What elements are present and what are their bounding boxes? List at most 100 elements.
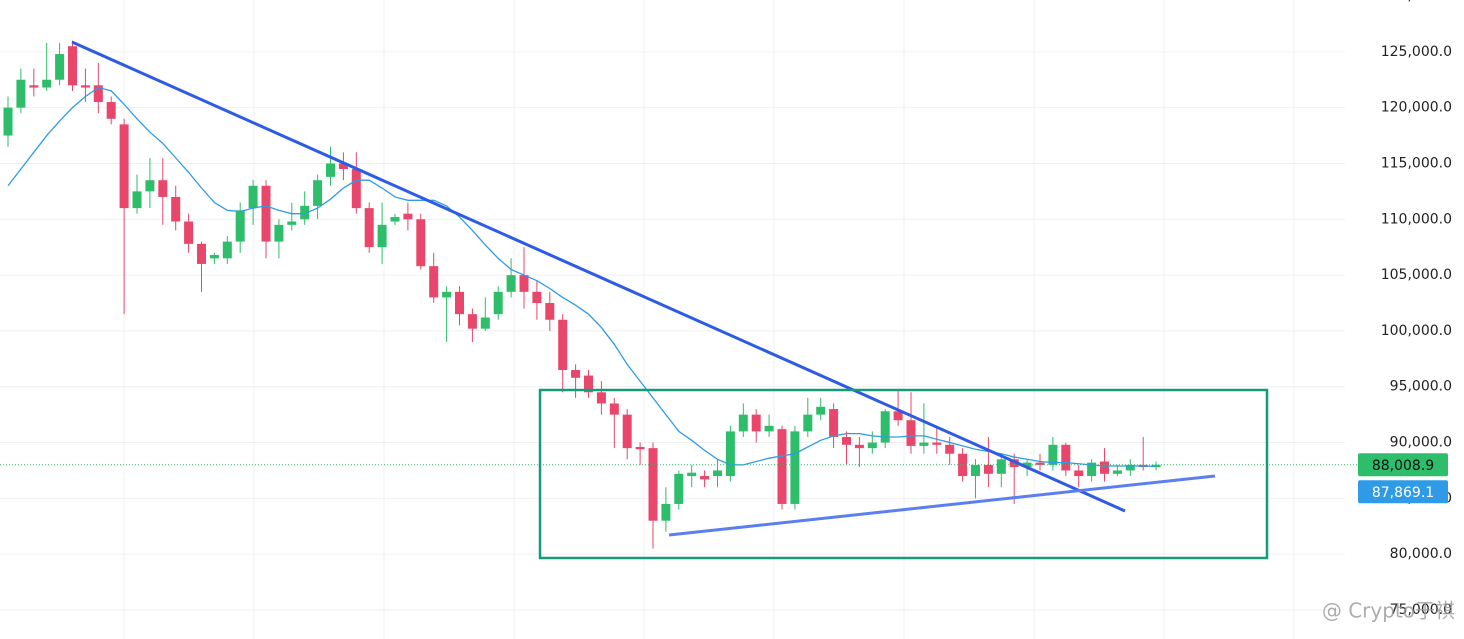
candle-body — [842, 436, 851, 445]
candle-body — [222, 241, 232, 259]
candle-body — [248, 185, 258, 209]
candle-body — [958, 453, 968, 477]
candle-body — [416, 219, 426, 267]
candle-body — [1061, 444, 1071, 471]
candle-body — [467, 314, 477, 329]
candle-body — [700, 476, 710, 480]
candle-body — [3, 107, 13, 136]
candle-body — [300, 205, 310, 220]
candle-body — [209, 254, 219, 259]
candle-body — [932, 442, 942, 445]
range-box — [538, 388, 1269, 560]
candle-body — [854, 444, 864, 449]
candle-body — [829, 409, 839, 437]
candle-body — [455, 291, 464, 315]
moving-average — [7, 86, 1157, 467]
candle-body — [93, 85, 103, 103]
y-tick-label: 75,000.0 — [1390, 602, 1452, 618]
candle-body — [635, 447, 645, 450]
candle-body — [983, 464, 993, 474]
candle-body — [313, 180, 323, 206]
candle-body — [751, 414, 761, 432]
candle-body — [571, 369, 581, 378]
candle-body — [287, 221, 297, 225]
candle-body — [906, 420, 916, 446]
candle-body — [351, 169, 361, 209]
candle-body — [545, 303, 555, 320]
up-trendline — [668, 474, 1216, 537]
candle-body — [738, 414, 748, 432]
candle-body — [16, 79, 26, 108]
y-tick-label: 130,000.0 — [1381, 0, 1452, 4]
candle-body — [1125, 464, 1135, 471]
y-tick-label: 100,000.0 — [1381, 323, 1452, 339]
candle-body — [377, 224, 387, 248]
candle-body — [803, 414, 813, 432]
candle-body — [532, 291, 542, 303]
candle-body — [880, 411, 890, 443]
candle-body — [403, 213, 413, 220]
y-tick-label: 80,000.0 — [1390, 546, 1452, 562]
candle-body — [119, 124, 129, 209]
candle-body — [609, 403, 619, 415]
candle-body — [390, 217, 400, 222]
candle-body — [661, 503, 671, 521]
candle-body — [158, 180, 168, 197]
candle-body — [29, 85, 39, 88]
candle-body — [816, 406, 826, 415]
candle-body — [106, 102, 116, 119]
candle-body — [480, 317, 490, 329]
candle-body — [274, 224, 284, 242]
candle-body — [919, 442, 929, 446]
candle-body — [184, 221, 194, 244]
candle-body — [338, 163, 348, 170]
candle-body — [558, 319, 568, 370]
candle-body — [42, 79, 52, 88]
candle-body — [622, 414, 632, 449]
candle-body — [648, 448, 658, 521]
candle-body — [1022, 462, 1032, 468]
grid — [0, 0, 1345, 639]
candle-body — [713, 470, 722, 477]
candle-body — [996, 459, 1006, 474]
candle-body — [893, 411, 903, 421]
candle-body — [584, 375, 593, 393]
down-trendline — [71, 40, 1126, 513]
candle-body — [945, 444, 955, 454]
y-tick-label: 105,000.0 — [1381, 267, 1452, 283]
candle-body — [790, 431, 800, 504]
candle-body — [171, 196, 181, 222]
candle-body — [364, 208, 374, 248]
candle-body — [429, 266, 439, 298]
y-tick-label: 95,000.0 — [1390, 379, 1452, 395]
candle-body — [197, 243, 206, 264]
candle-body — [68, 46, 77, 86]
candle-body — [1112, 470, 1122, 474]
last-price-label: 88,008.9 — [1372, 458, 1434, 474]
candle-body — [1100, 461, 1109, 474]
candle-body — [1048, 444, 1058, 465]
candle-body — [261, 185, 271, 242]
y-tick-label: 90,000.0 — [1390, 435, 1452, 451]
candle-body — [777, 429, 787, 504]
ma-price-box — [1358, 480, 1448, 504]
last-price-box — [1358, 453, 1448, 477]
candle-body — [442, 291, 452, 298]
candle-body — [493, 291, 503, 315]
candle-body — [1035, 462, 1045, 465]
y-tick-label: 125,000.0 — [1381, 44, 1452, 60]
candle-body — [596, 392, 606, 404]
candle-body — [519, 275, 529, 292]
candle-body — [1087, 462, 1097, 477]
candle-body — [80, 85, 90, 88]
y-tick-label: 115,000.0 — [1381, 155, 1452, 171]
candle-body — [1074, 470, 1084, 477]
candle-body — [687, 472, 697, 477]
candle-body — [971, 464, 980, 477]
ma-price-label: 87,869.1 — [1372, 485, 1434, 501]
candle-body — [132, 191, 142, 209]
candle-body — [725, 431, 735, 477]
candle-body — [55, 54, 65, 80]
plot — [0, 40, 1358, 549]
